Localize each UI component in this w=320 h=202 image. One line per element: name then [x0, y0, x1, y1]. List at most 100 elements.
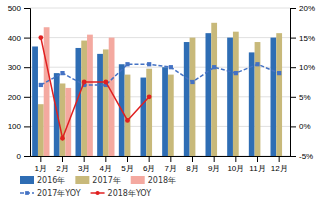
marker [125, 62, 129, 66]
line-series [38, 35, 151, 140]
tick-label: 12月 [271, 164, 288, 173]
tick-mark [290, 126, 296, 127]
marker [212, 65, 216, 69]
tick-mark [290, 67, 296, 68]
y2-tick: 0% [290, 122, 311, 131]
bar [38, 104, 44, 156]
tick-label: 0 [17, 152, 22, 161]
y-tick: 0 [17, 152, 30, 161]
tick-mark [62, 156, 63, 162]
tick-mark [24, 126, 30, 127]
marker [255, 62, 259, 66]
tick-mark [235, 156, 236, 162]
grid-line [30, 37, 290, 38]
bar [276, 33, 282, 156]
y-axis: 0 100 200 300 400 500 [8, 4, 31, 161]
tick-label: 500 [8, 4, 22, 13]
tick-mark [40, 156, 41, 162]
bar [190, 38, 196, 156]
tick-label: -5% [299, 152, 313, 161]
tick-label: 400 [8, 34, 22, 43]
chart: 1月2月3月4月5月6月7月8月9月10月11月12月0100200300400… [0, 0, 320, 202]
legend: 2016年 2017年 2018年 2017年YOY 2018年YOY [20, 176, 176, 198]
tick-mark [214, 156, 215, 162]
y2-tick: 10% [290, 63, 315, 72]
legend-label: 2016年 [37, 176, 65, 185]
x-tick: 10月 [227, 156, 244, 173]
y-tick: 500 [8, 4, 30, 13]
tick-label: 200 [8, 93, 22, 102]
tick-mark [290, 97, 296, 98]
legend-swatch [75, 176, 89, 184]
tick-label: 8月 [186, 164, 198, 173]
bar [146, 69, 152, 156]
bar [162, 67, 168, 156]
marker [234, 71, 238, 75]
axis-line [291, 9, 297, 157]
legend-item: 2017年 [75, 176, 120, 185]
marker [277, 71, 281, 75]
tick-mark [290, 38, 296, 39]
y2-tick: -5% [290, 152, 313, 161]
marker [147, 94, 152, 99]
bar [125, 75, 131, 156]
bar [97, 54, 103, 156]
marker [39, 83, 43, 87]
y-tick: 300 [8, 63, 30, 72]
tick-label: 0% [299, 122, 311, 131]
legend-label: 2017年YOY [37, 189, 81, 198]
tick-mark [24, 67, 30, 68]
bar [184, 42, 190, 156]
legend-item: 2018年 [131, 176, 176, 185]
tick-mark [170, 156, 171, 162]
tick-label: 10月 [227, 164, 244, 173]
tick-mark [24, 97, 30, 98]
legend-swatch [20, 176, 34, 184]
x-tick: 6月 [143, 156, 155, 173]
marker [190, 80, 194, 84]
marker [103, 80, 108, 85]
x-tick: 12月 [271, 156, 288, 173]
tick-label: 10% [299, 63, 315, 72]
tick-label: 1月 [35, 164, 47, 173]
tick-label: 100 [8, 122, 22, 131]
x-tick: 7月 [165, 156, 177, 173]
bar-series [32, 33, 276, 156]
legend-item: 2018年YOY [91, 189, 152, 198]
tick-mark [24, 8, 30, 9]
bar [227, 38, 233, 156]
bar [103, 49, 109, 156]
legend-swatch [131, 176, 145, 184]
tick-mark [127, 156, 128, 162]
bar [271, 38, 277, 156]
bar [206, 33, 212, 156]
axis-line [24, 9, 31, 157]
legend-item: 2017年YOY [20, 189, 81, 198]
bar [60, 83, 66, 156]
tick-mark [149, 156, 150, 162]
line [41, 38, 149, 139]
x-tick: 2月 [56, 156, 68, 173]
legend-item: 2016年 [20, 176, 65, 185]
tick-label: 15% [299, 34, 315, 43]
marker [147, 62, 151, 66]
y2-tick: 5% [290, 93, 311, 102]
x-tick: 8月 [186, 156, 198, 173]
bar-series [44, 27, 115, 156]
bar [233, 32, 239, 156]
bar [168, 75, 174, 156]
bar [211, 23, 217, 156]
tick-label: 9月 [208, 164, 220, 173]
tick-label: 4月 [100, 164, 112, 173]
tick-mark [279, 156, 280, 162]
x-tick: 11月 [249, 156, 265, 173]
marker [125, 118, 130, 123]
x-tick: 9月 [208, 156, 220, 173]
legend-label: 2017年 [92, 176, 120, 185]
tick-label: 2月 [56, 164, 68, 173]
legend-marker [25, 191, 29, 195]
tick-mark [84, 156, 85, 162]
tick-label: 5% [299, 93, 311, 102]
x-tick: 4月 [100, 156, 112, 173]
y-tick: 200 [8, 93, 30, 102]
